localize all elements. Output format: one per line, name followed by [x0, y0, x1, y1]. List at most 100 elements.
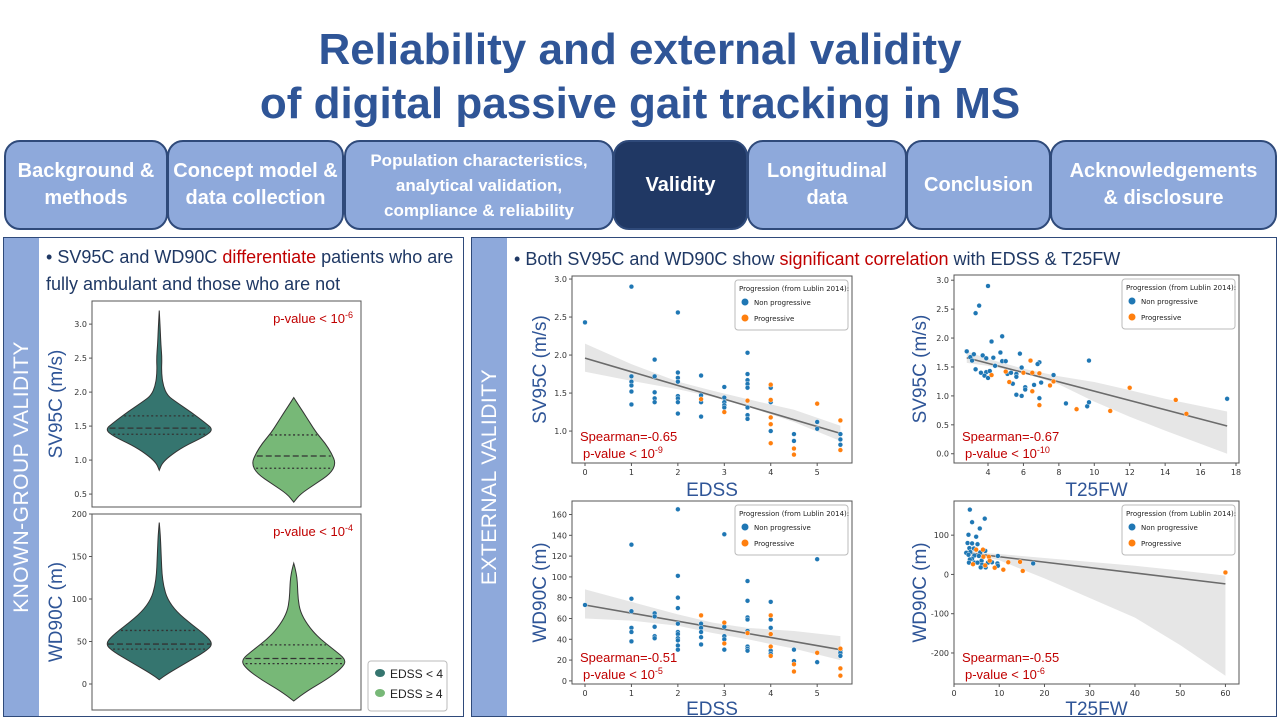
point-non-progressive — [628, 401, 635, 408]
legend-label: Non progressive — [1141, 524, 1198, 532]
point-non-progressive — [652, 389, 658, 395]
point-non-progressive — [814, 426, 820, 432]
x-tick-label: 14 — [1160, 468, 1170, 477]
x-tick-label: 1 — [629, 468, 634, 477]
point-progressive — [768, 421, 774, 427]
y-axis-label: WD90C (m) — [530, 542, 551, 642]
legend-marker — [375, 689, 385, 697]
point-progressive — [1222, 569, 1229, 576]
point-progressive — [1183, 411, 1189, 417]
tab-population-characteristics[interactable]: Population characteristics, analytical v… — [344, 140, 614, 230]
tab-validity[interactable]: Validity — [613, 140, 748, 230]
point-non-progressive — [1017, 351, 1023, 357]
bullet-text: • SV95C and WD90C differentiate patients… — [46, 247, 454, 294]
legend-marker — [1128, 313, 1136, 321]
x-axis-label: EDSS — [686, 480, 738, 501]
point-non-progressive — [1003, 358, 1009, 364]
point-progressive — [988, 372, 995, 378]
point-non-progressive — [675, 399, 681, 405]
x-tick-label: 60 — [1220, 689, 1230, 698]
point-non-progressive — [964, 540, 971, 546]
point-non-progressive — [698, 414, 704, 420]
point-progressive — [1050, 378, 1057, 385]
violin-1 — [242, 561, 346, 702]
point-progressive — [1127, 385, 1133, 391]
point-progressive — [1020, 568, 1026, 574]
x-tick-label: 0 — [582, 689, 587, 698]
y-tick-label: 1.0 — [554, 427, 567, 436]
panel-side-bar: EXTERNAL VALIDITY — [472, 238, 507, 716]
chart-5: -200 -100 0 100 0 10 20 30 40 50 60 WD90C (m) T25FW P… — [910, 500, 1240, 720]
y-axis-label: SV95C (m/s) — [46, 350, 67, 459]
highlight-text: differentiate — [222, 247, 317, 267]
point-progressive — [791, 445, 797, 452]
point-progressive — [791, 668, 797, 675]
spearman-annotation: Spearman=-0.67 — [962, 429, 1059, 444]
point-non-progressive — [744, 648, 751, 654]
page-title-line-1: Reliability and external validity — [318, 25, 962, 74]
point-progressive — [1173, 397, 1179, 403]
tab-concept-model[interactable]: Concept model & data collection — [167, 140, 344, 230]
point-non-progressive — [582, 319, 588, 325]
x-tick-label: 1 — [629, 689, 634, 698]
y-tick-label: 0 — [562, 677, 567, 686]
y-tick-label: 50 — [77, 637, 87, 646]
point-progressive — [837, 665, 843, 672]
scatter-legend: Progression (from Lublin 2014): Non progr… — [1121, 504, 1236, 556]
point-non-progressive — [837, 653, 843, 659]
tab-conclusion[interactable]: Conclusion — [906, 140, 1051, 230]
y-tick-label: 160 — [552, 511, 567, 520]
x-axis-label: EDSS — [686, 699, 738, 720]
point-progressive — [698, 396, 704, 402]
point-progressive — [768, 414, 774, 420]
legend-box — [734, 279, 849, 331]
point-non-progressive — [721, 647, 727, 653]
point-non-progressive — [1030, 560, 1036, 567]
point-progressive — [814, 650, 820, 656]
y-tick-label: 2.0 — [936, 334, 949, 343]
point-non-progressive — [999, 333, 1005, 339]
x-tick-label: 10 — [994, 689, 1004, 698]
legend-label: Progressive — [754, 540, 794, 548]
x-tick-label: 10 — [1089, 468, 1099, 477]
y-tick-label: 120 — [552, 552, 567, 561]
legend-title: Progression (from Lublin 2014): — [1126, 510, 1236, 518]
point-non-progressive — [1224, 396, 1230, 402]
p-value-annotation: p-value < 10-10 — [965, 445, 1050, 461]
x-tick-label: 0 — [582, 468, 587, 477]
point-progressive — [837, 447, 843, 453]
legend-label: Progressive — [1141, 314, 1181, 322]
legend-label: Progressive — [1141, 540, 1181, 548]
point-non-progressive — [628, 596, 635, 602]
point-progressive — [1003, 369, 1009, 375]
point-progressive — [980, 547, 986, 553]
legend-label: Non progressive — [1141, 298, 1198, 306]
point-progressive — [1000, 567, 1006, 573]
y-tick-label: 100 — [934, 531, 949, 540]
point-non-progressive — [990, 355, 996, 361]
point-progressive — [768, 631, 774, 637]
legend-marker — [1128, 297, 1136, 305]
x-tick-label: 0 — [951, 689, 956, 698]
tab-longitudinal-data[interactable]: Longitudinal data — [747, 140, 907, 230]
y-tick-label: 80 — [557, 594, 567, 603]
point-non-progressive — [698, 372, 704, 379]
point-progressive — [744, 630, 751, 636]
y-tick-label: 2.0 — [74, 388, 87, 397]
legend-label: EDSS < 4 — [390, 667, 443, 681]
point-non-progressive — [675, 369, 681, 376]
point-non-progressive — [978, 370, 984, 376]
y-axis-label: SV95C (m/s) — [530, 315, 551, 424]
point-non-progressive — [628, 542, 635, 548]
point-non-progressive — [974, 541, 981, 547]
point-non-progressive — [965, 532, 972, 538]
point-progressive — [1027, 358, 1034, 364]
point-non-progressive — [652, 373, 658, 379]
tab-background-methods[interactable]: Background & methods — [4, 140, 168, 230]
point-non-progressive — [628, 373, 635, 379]
point-non-progressive — [744, 416, 751, 422]
tab-acknowledgements[interactable]: Acknowledgements & disclosure — [1050, 140, 1277, 230]
x-tick-label: 4 — [768, 468, 773, 477]
y-tick-label: 0 — [82, 680, 87, 689]
violin-legend: EDSS < 4 EDSS ≥ 4 — [367, 660, 448, 712]
